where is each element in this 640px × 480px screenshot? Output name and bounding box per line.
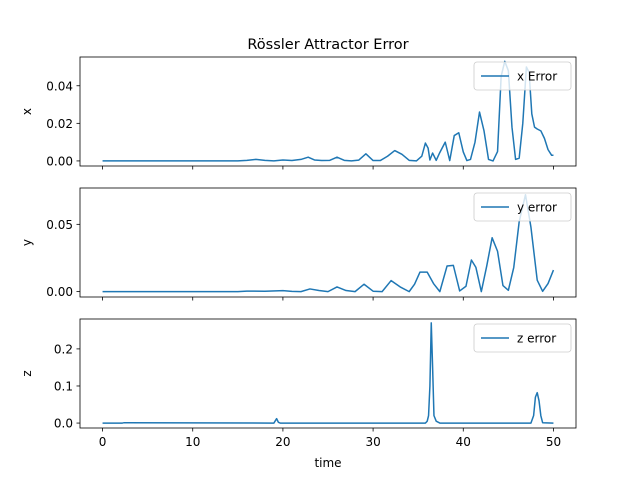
y-axis-label: z [20,370,34,376]
x-axis-label: time [314,456,341,470]
y-tick-label: 0.2 [54,342,73,356]
y-tick-label: 0.00 [46,154,73,168]
chart-title: Rössler Attractor Error [247,37,408,53]
legend-label: y error [517,201,557,215]
legend-box [473,323,572,353]
legend-box [473,192,572,222]
y-axis-label: y [20,239,34,246]
series-line-x [102,60,554,162]
legend-label: z error [517,332,556,346]
subplot-z: 0 10 20 30 40 50 0.0 0.1 0.2 z z error [20,318,577,449]
x-tick-label: 0 [99,435,107,449]
legend-label: x Error [517,70,557,84]
legend-box [473,61,572,91]
subplot-x: 0.00 0.02 0.04 x x Error [20,56,577,170]
x-tick-label: 30 [365,435,380,449]
axes-frame [79,318,577,429]
series-line-y [102,193,555,293]
y-tick-label: 0.00 [46,285,73,299]
subplot-y: 0.00 0.05 y y error [20,187,577,301]
y-tick-label: 0.02 [46,117,73,131]
y-tick-label: 0.1 [54,379,73,393]
y-tick-label: 0.0 [54,417,73,431]
x-tick-label: 50 [546,435,561,449]
subplots: 0.00 0.02 0.04 x x Error 0.00 0.05 y y error 0 10 2… [20,56,577,449]
axes-frame [79,56,577,167]
x-tick-label: 20 [275,435,290,449]
y-tick-label: 0.05 [46,218,73,232]
y-tick-label: 0.04 [46,79,73,93]
x-tick-label: 10 [185,435,200,449]
series-line-z [102,322,554,424]
x-tick-label: 40 [456,435,471,449]
y-axis-label: x [20,108,34,115]
axes-frame [79,187,577,298]
